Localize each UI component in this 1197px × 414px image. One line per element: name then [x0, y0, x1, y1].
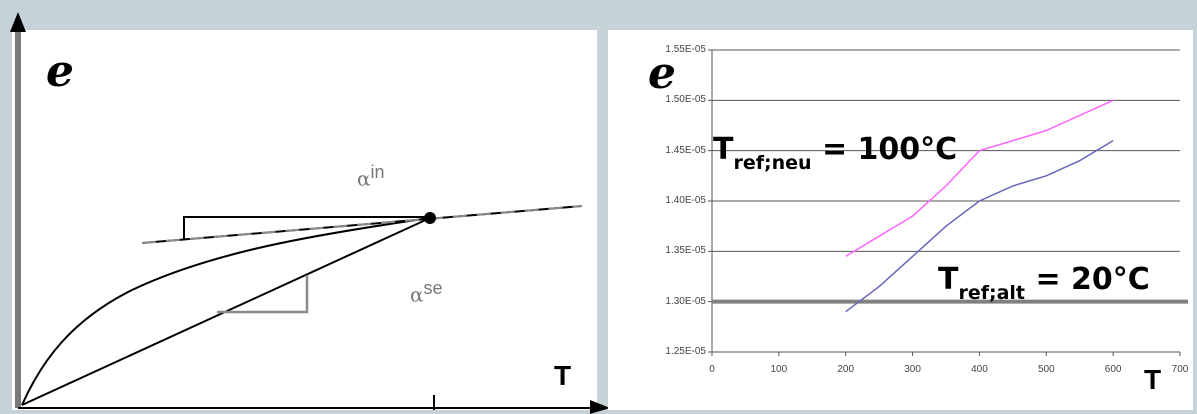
left-diagram-svg — [21, 205, 583, 410]
alpha-se-label: αse — [410, 278, 443, 307]
alpha-in-superscript: in — [370, 162, 385, 182]
y-tick-label: 1.45E-05 — [665, 144, 706, 156]
chart-x-axis-label: T — [1144, 364, 1162, 395]
x-tick-label: 100 — [770, 364, 788, 375]
in-slope-triangle — [183, 216, 430, 239]
left-x-axis-label: T — [554, 360, 572, 391]
series-line-1 — [845, 99, 1114, 258]
y-tick-label: 1.40E-05 — [665, 195, 706, 206]
tref-neu-value: = 100°C — [811, 132, 958, 167]
tref-alt-annotation: Tref;alt = 20°C — [938, 262, 1150, 304]
tref-neu-main: T — [713, 132, 734, 167]
y-tick-label: 1.55E-05 — [665, 44, 706, 55]
y-tick-label: 1.35E-05 — [665, 245, 706, 257]
tref-neu-sub: ref;neu — [733, 152, 812, 174]
line-chart — [708, 49, 1188, 356]
y-tick-label: 1.25E-05 — [665, 346, 706, 357]
alpha-se-superscript: se — [423, 278, 443, 298]
se-slope-triangle — [217, 275, 309, 314]
alpha-in-symbol: α — [357, 166, 371, 191]
y-tick-label: 1.30E-05 — [665, 295, 706, 307]
alpha-in-label: αin — [357, 162, 385, 191]
tref-alt-value: = 20°C — [1025, 262, 1150, 297]
tref-alt-sub: ref;alt — [958, 282, 1026, 304]
right-chart-panel: 1.55E-05 1.50E-05 1.45E-05 1.40E-05 1.35E-05… — [608, 30, 1193, 410]
alpha-se-symbol: α — [410, 282, 424, 307]
x-tick-label: 600 — [1104, 364, 1122, 375]
x-tick-label: 0 — [709, 364, 715, 375]
y-tick-label: 1.50E-05 — [665, 94, 706, 106]
chart-y-axis-label: e — [648, 48, 676, 99]
tangent-line-dash — [141, 205, 583, 244]
series-line-2 — [845, 139, 1114, 313]
left-y-axis-arrow — [10, 12, 26, 32]
x-tick-label: 700 — [1171, 364, 1189, 375]
tangent-point — [424, 212, 436, 224]
x-tick-label: 200 — [837, 364, 855, 375]
tref-neu-annotation: Tref;neu = 100°C — [713, 132, 957, 174]
x-tick-label: 300 — [904, 364, 921, 375]
x-tick-label: 400 — [971, 364, 988, 375]
x-tick-label: 500 — [1037, 364, 1055, 375]
left-diagram-panel: e T αin αse — [12, 30, 597, 410]
expansion-curve — [21, 217, 431, 406]
left-y-axis-label: e — [46, 46, 74, 97]
tref-alt-main: T — [938, 262, 959, 297]
